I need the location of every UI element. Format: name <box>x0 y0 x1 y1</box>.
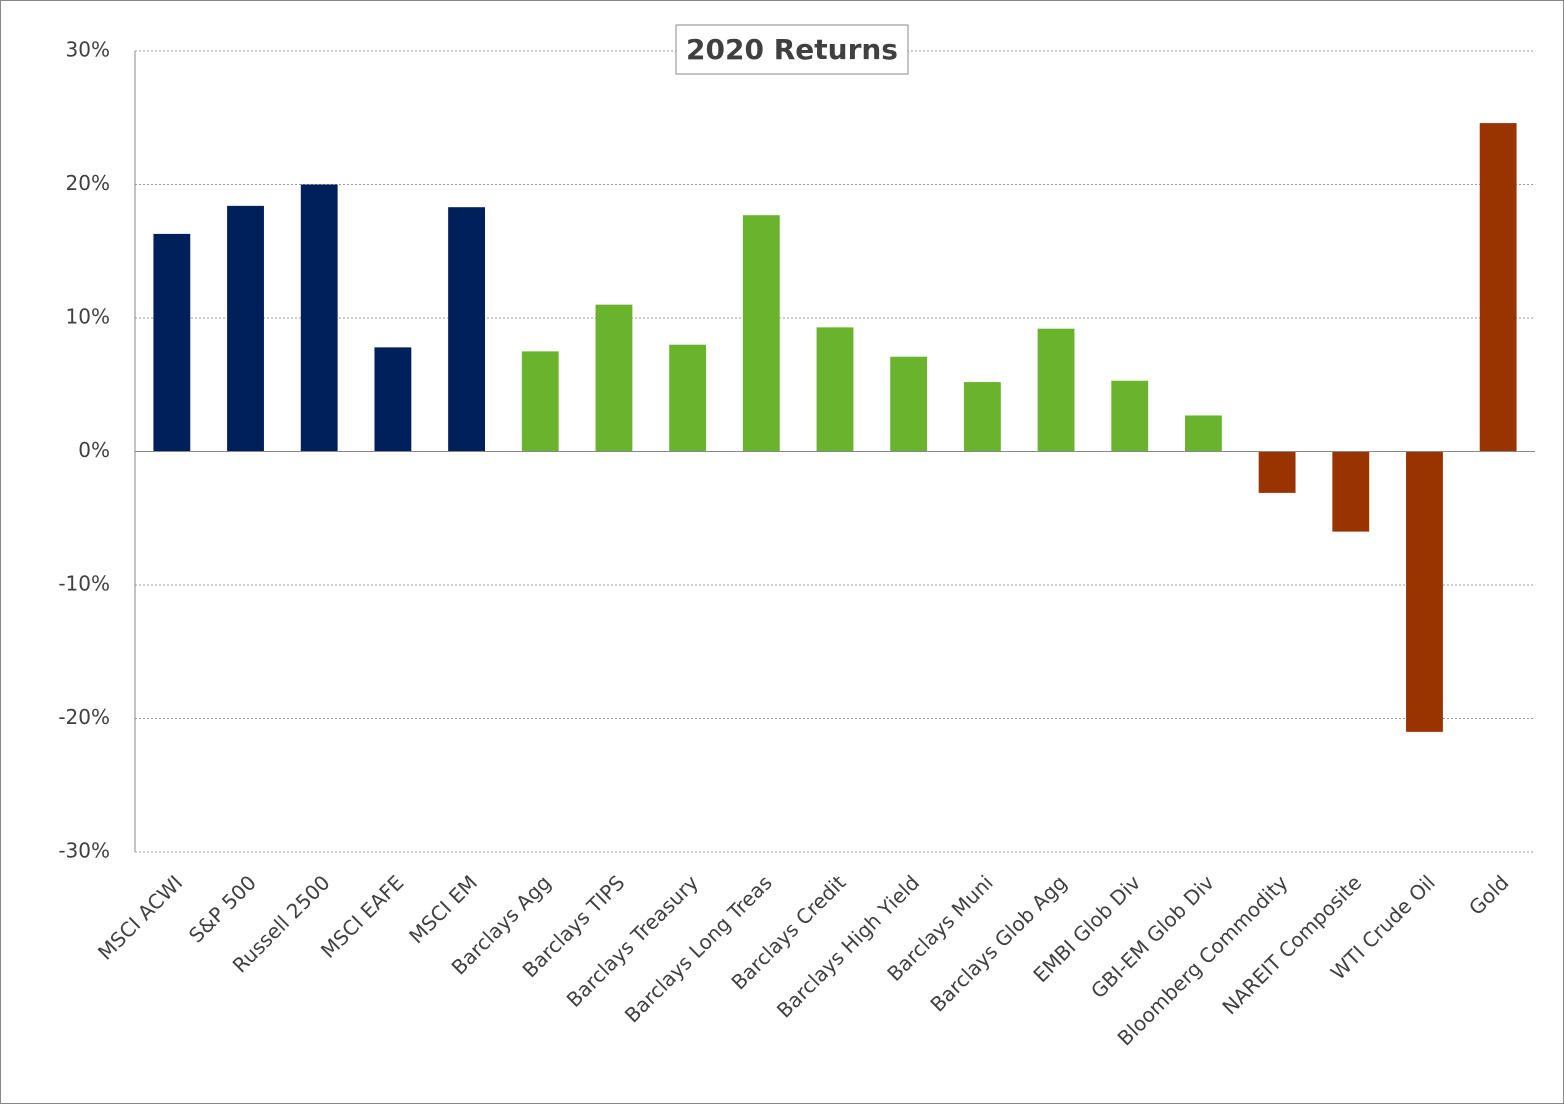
y-tick-label: 30% <box>66 38 110 62</box>
bar <box>153 233 191 452</box>
y-tick-label: 0% <box>78 438 110 462</box>
y-tick-label: -30% <box>58 839 110 863</box>
bar <box>890 356 928 452</box>
chart-title: 2020 Returns <box>686 33 898 66</box>
bar <box>669 344 707 452</box>
bar <box>300 184 338 452</box>
bar <box>742 215 780 452</box>
y-tick-label: 10% <box>66 305 110 329</box>
title-box <box>675 24 909 75</box>
bar <box>963 382 1001 452</box>
bar <box>1037 328 1075 452</box>
bar <box>1332 451 1370 532</box>
bar <box>374 347 412 452</box>
bar <box>521 351 559 452</box>
bar <box>595 304 633 452</box>
bar <box>816 327 854 452</box>
y-tick-label: 20% <box>66 171 110 195</box>
bar <box>1258 451 1296 493</box>
bar <box>1111 380 1149 452</box>
bar <box>448 207 485 452</box>
bar <box>1185 415 1222 452</box>
bar <box>1406 451 1443 732</box>
bar <box>227 205 264 452</box>
y-tick-label: -10% <box>58 572 110 596</box>
y-tick-label: -20% <box>58 705 110 729</box>
bar <box>1479 123 1517 452</box>
